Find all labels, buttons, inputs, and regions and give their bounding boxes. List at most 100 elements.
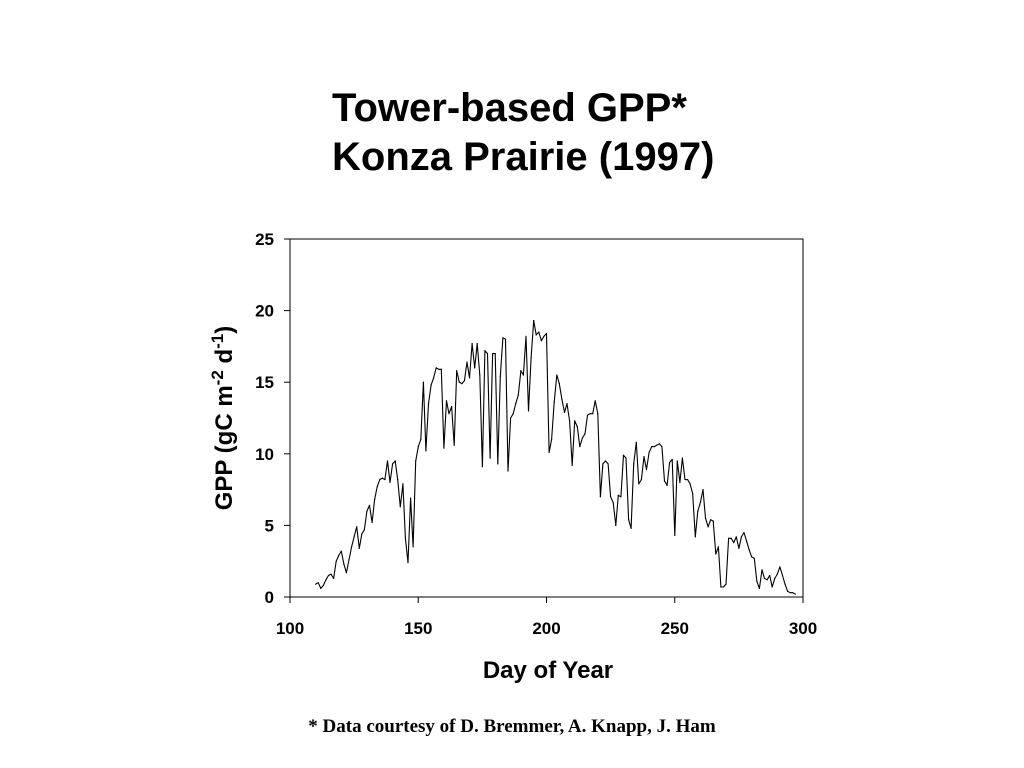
data-point	[581, 437, 584, 439]
data-point	[697, 510, 699, 512]
data-point	[630, 527, 632, 529]
data-point	[543, 335, 545, 337]
data-point	[756, 580, 758, 582]
data-point	[492, 352, 494, 355]
data-point	[602, 463, 604, 465]
x-axis: 100 150 200 250 300	[276, 597, 817, 638]
data-point	[684, 478, 686, 481]
data-point	[576, 425, 578, 428]
data-point	[763, 577, 766, 579]
data-point	[407, 562, 409, 564]
data-point	[345, 572, 348, 574]
data-point	[538, 331, 540, 333]
data-point	[604, 460, 607, 462]
x-tick-label: 150	[404, 619, 432, 638]
data-point	[720, 586, 722, 588]
data-point	[540, 340, 542, 342]
data-point	[553, 401, 555, 403]
data-point	[450, 405, 453, 408]
data-point	[784, 583, 786, 585]
data-point	[656, 444, 658, 446]
data-point	[787, 590, 789, 592]
data-point	[612, 501, 614, 504]
data-point	[399, 506, 401, 508]
data-point	[315, 583, 317, 585]
data-point	[689, 483, 691, 485]
data-point	[735, 536, 737, 538]
data-point	[776, 573, 778, 575]
data-point	[379, 478, 381, 481]
data-point	[694, 536, 696, 538]
data-point	[533, 320, 535, 322]
data-point	[584, 433, 586, 435]
data-point	[427, 403, 430, 405]
data-point	[466, 361, 468, 363]
data-point	[481, 466, 483, 468]
data-point	[386, 460, 389, 462]
data-point	[340, 550, 342, 552]
data-point	[425, 450, 427, 452]
data-point	[661, 446, 663, 448]
data-point	[435, 367, 437, 369]
data-point	[520, 370, 522, 372]
data-point	[433, 377, 435, 379]
data-point	[671, 458, 673, 461]
data-point	[335, 560, 337, 562]
data-point	[645, 468, 648, 471]
data-point	[617, 494, 619, 496]
data-point	[751, 556, 753, 558]
data-point	[712, 520, 714, 522]
y-axis: 0 5 10 15 20 25	[255, 230, 290, 607]
data-point	[769, 574, 771, 577]
data-point	[679, 481, 681, 484]
data-point	[471, 342, 473, 345]
title-line-2: Konza Prairie (1997)	[332, 135, 715, 179]
data-point	[384, 478, 386, 481]
data-point	[692, 493, 694, 495]
data-point	[461, 383, 463, 385]
data-point	[325, 579, 327, 581]
data-point	[317, 582, 319, 584]
data-points	[315, 320, 796, 595]
data-point	[525, 335, 527, 337]
data-point	[402, 483, 404, 485]
data-point	[635, 441, 637, 443]
data-point	[548, 451, 550, 453]
data-point	[397, 478, 399, 481]
data-point	[633, 463, 635, 465]
data-point	[594, 400, 596, 402]
data-point	[730, 537, 732, 539]
x-tick-label: 100	[276, 619, 304, 638]
data-point	[468, 377, 471, 379]
data-point	[627, 519, 630, 521]
data-point	[348, 559, 350, 561]
data-point	[545, 332, 548, 335]
series-line	[315, 320, 796, 595]
data-point	[363, 529, 365, 531]
data-point	[392, 463, 394, 465]
data-point	[504, 338, 507, 340]
data-point	[717, 546, 719, 548]
data-point	[409, 497, 412, 499]
y-tick-label: 15	[255, 373, 274, 392]
data-point	[438, 368, 440, 370]
data-point	[674, 534, 676, 537]
data-point	[771, 586, 773, 588]
x-axis-label: Day of Year	[483, 657, 613, 684]
x-tick-label: 300	[789, 619, 817, 638]
data-point	[371, 521, 373, 524]
data-point	[381, 477, 383, 479]
data-point	[376, 486, 378, 488]
data-point	[761, 569, 763, 571]
data-point	[343, 563, 345, 565]
data-point	[322, 584, 324, 587]
data-point	[589, 413, 591, 415]
data-point	[479, 374, 481, 376]
data-point	[566, 403, 568, 405]
data-point	[453, 444, 455, 446]
data-point	[781, 574, 784, 577]
y-tick-label: 25	[255, 230, 274, 249]
data-point	[394, 460, 396, 462]
x-tick-label: 200	[532, 619, 560, 638]
data-point	[509, 417, 512, 419]
